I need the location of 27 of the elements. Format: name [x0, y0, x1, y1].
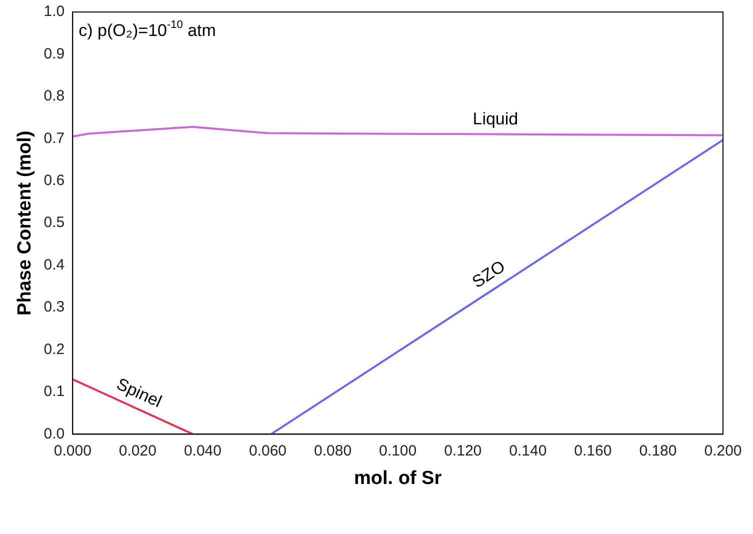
y-tick-label: 0.5 — [44, 214, 65, 232]
y-axis-title: Phase Content (mol) — [14, 130, 36, 316]
x-tick-label: 0.060 — [248, 442, 287, 460]
x-tick-label: 0.160 — [574, 442, 612, 460]
x-tick-label: 0.200 — [704, 442, 742, 460]
x-tick-label: 0.020 — [118, 442, 156, 460]
y-tick-label: 1.0 — [44, 3, 65, 20]
x-tick-label: 0.140 — [509, 442, 547, 460]
x-axis-title: mol. of Sr — [354, 468, 442, 489]
x-tick-label: 0.040 — [184, 442, 222, 460]
x-tick-label: 0.120 — [444, 442, 482, 460]
x-tick-label: 0.100 — [379, 442, 417, 460]
x-tick-label: 0.080 — [314, 442, 352, 460]
y-tick-label: 0.7 — [44, 130, 65, 147]
y-tick-label: 0.8 — [44, 88, 65, 105]
y-tick-label: 0.4 — [44, 256, 65, 274]
y-tick-label: 0.6 — [44, 172, 65, 190]
x-tick-label: 0.000 — [54, 442, 92, 460]
text: Spinel — [114, 374, 165, 412]
y-tick-label: 0.1 — [44, 383, 65, 400]
text: SZO — [468, 256, 508, 292]
y-tick-label: 0.9 — [44, 45, 65, 62]
series-label: Liquid — [472, 109, 518, 129]
x-tick-label: 0.180 — [639, 442, 677, 460]
y-tick-label: 0.3 — [44, 298, 65, 316]
y-tick-label: 0.2 — [44, 340, 65, 358]
y-tick-label: 0.0 — [44, 425, 65, 442]
